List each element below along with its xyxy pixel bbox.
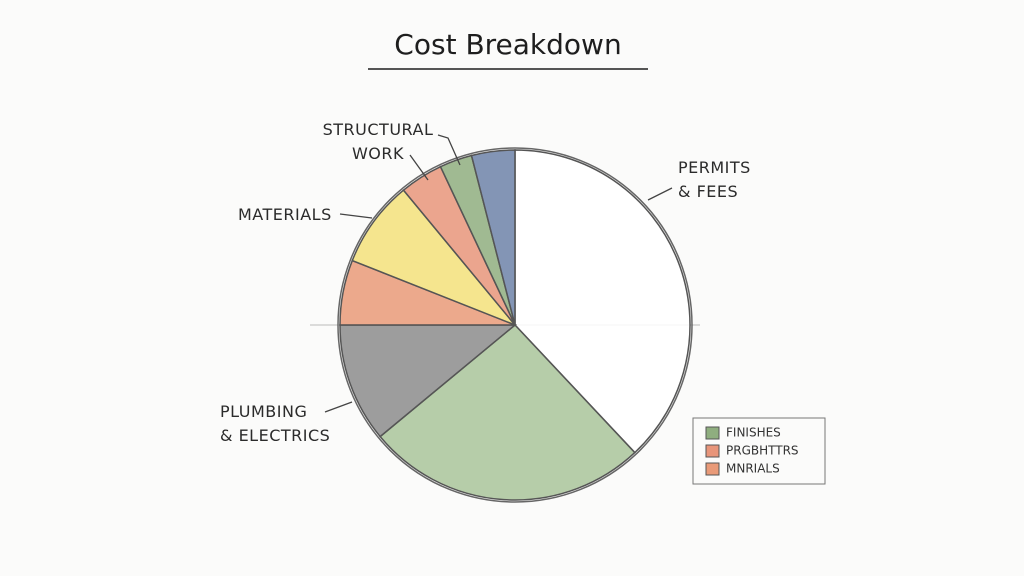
slice-label: PLUMBING & ELECTRICS [220,402,331,445]
legend: FINISHES PRGBHTTRS MNRIALS [692,417,826,485]
pie-slice [514,149,691,454]
chart-title: Cost Breakdown [394,28,622,61]
legend-swatch [705,426,720,440]
slice-label: MATERIALS [238,205,332,224]
pie-slice [470,149,516,326]
leader [409,154,429,181]
legend-label: FINISHES [726,426,781,440]
legend-label: PRGBHTTRS [726,444,799,458]
leader [437,134,461,166]
slice-label: STRUCTURAL WORK [322,120,434,163]
pie-slice [379,323,636,501]
legend-box [692,417,826,485]
leaders [324,134,673,413]
legend-label: MNRIALS [726,462,780,476]
leader [324,401,353,413]
pie-outline [337,147,693,503]
pie-slice [339,324,518,438]
leader [647,187,673,201]
legend-swatch [705,444,720,458]
slice-label: PERMITS & FEES [678,158,751,201]
pie [339,149,691,501]
leader [339,213,373,219]
legend-swatch [705,462,720,476]
